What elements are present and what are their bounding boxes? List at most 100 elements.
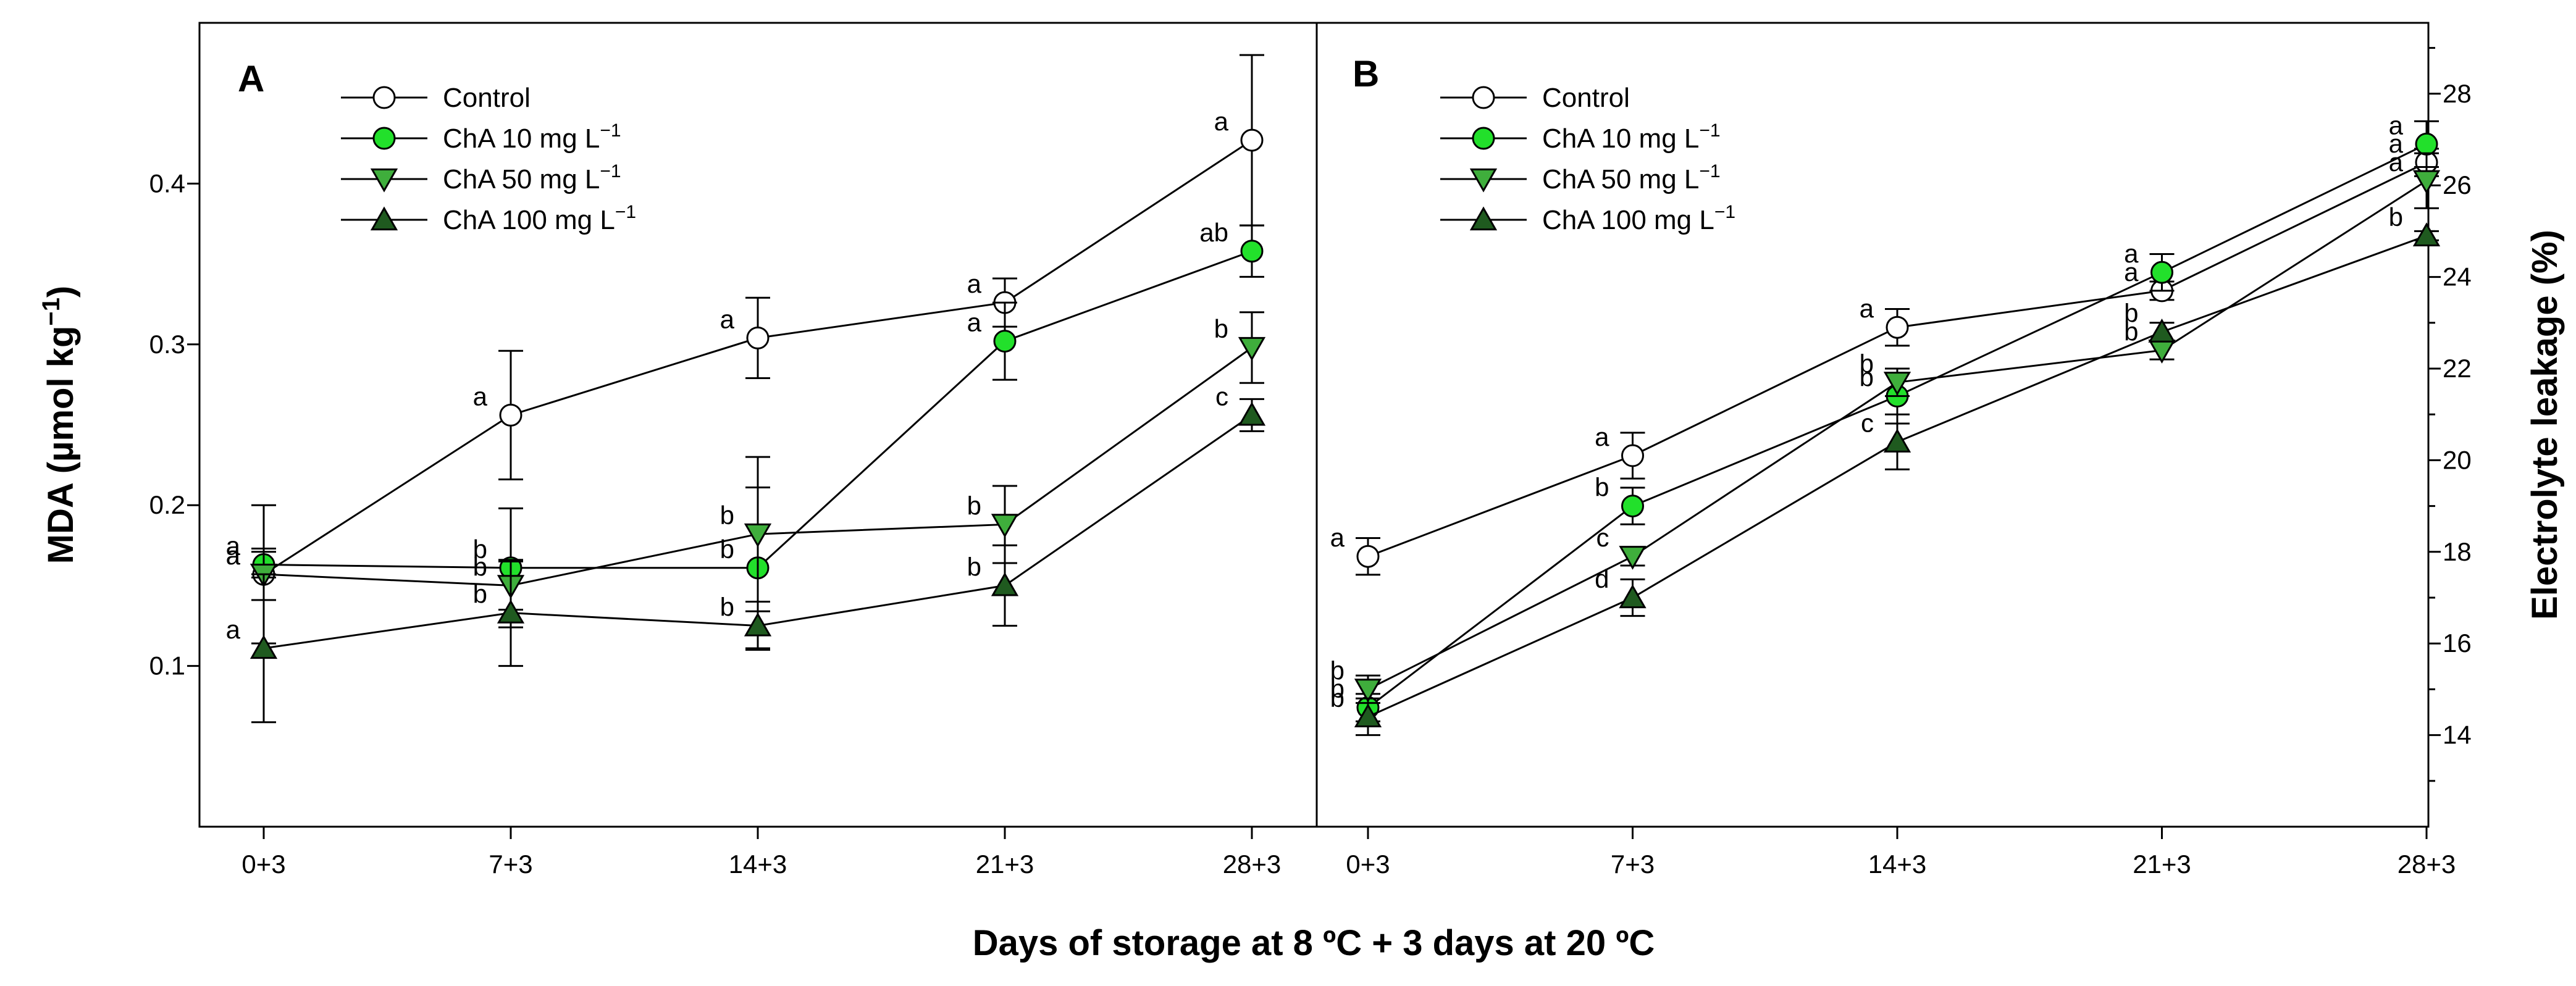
panel-a-y-axis-title-main: MDA (µmol kg <box>41 326 81 564</box>
panel-a-y-tick-label: 0.2 <box>149 490 185 519</box>
panel-b-significance-label: a <box>2389 129 2404 158</box>
panel-a-significance-label: b <box>967 491 981 520</box>
panel-a-data-point <box>744 523 772 548</box>
panel-a-significance-label: b <box>473 535 487 564</box>
panel-a-significance-label: b <box>473 552 487 581</box>
panel-b-significance-label: b <box>1330 656 1345 685</box>
panel-b-legend-label-main: ChA 50 mg L <box>1542 164 1699 194</box>
panel-a-significance-label: a <box>473 382 488 411</box>
panel-b-y-tick-label: 26 <box>2443 170 2472 199</box>
panel-b-letter: B <box>1353 53 1379 94</box>
panel-a-y-axis-title-sup: −1 <box>38 298 65 326</box>
panel-a-data-point <box>991 514 1019 538</box>
panel-b-legend-label: ChA 10 mg L−1 <box>1542 120 1721 154</box>
panel-b-y-tick-label: 22 <box>2443 354 2472 383</box>
panel-a-data-point <box>497 600 525 624</box>
panel-b-x-tick-label: 21+3 <box>2133 850 2191 879</box>
panel-b-data-point <box>2412 170 2441 194</box>
panel-a-significance-label: a <box>226 541 241 570</box>
panel-b-data-point <box>1354 679 1382 703</box>
panel-a-significance-label: a <box>226 615 241 644</box>
panel-b-significance-label: b <box>1860 349 1874 378</box>
panel-b-legend-label-main: Control <box>1542 83 1630 113</box>
panel-b-significance-label: c <box>1596 523 1609 552</box>
panel-a-data-point <box>991 572 1019 596</box>
panel-a-legend-label: ChA 100 mg L−1 <box>443 202 636 235</box>
panel-b-data-point <box>1356 545 1380 568</box>
panel-a-significance-label: b <box>1214 314 1228 343</box>
panel-a-significance-label: a <box>967 308 982 337</box>
panel-b-data-point <box>1619 546 1647 570</box>
panel-b-x-tick-label: 0+3 <box>1346 850 1390 879</box>
panel-b-significance-label: b <box>1330 674 1345 703</box>
panel-a-data-point <box>499 403 522 427</box>
panel-a-y-tick-label: 0.4 <box>149 169 185 198</box>
panel-a-significance-label: a <box>967 269 982 298</box>
panel-a-data-point <box>746 326 770 349</box>
panel-a-letter: A <box>238 58 264 99</box>
panel-b-data-point <box>1619 584 1647 609</box>
panel-a-legend-label: ChA 10 mg L−1 <box>443 120 621 154</box>
panel-b-data-point <box>2150 261 2173 284</box>
panel-a-y-tick-label: 0.1 <box>149 651 185 680</box>
panel-a-significance-label: b <box>967 552 981 581</box>
panel-b-legend-label: ChA 100 mg L−1 <box>1542 202 1735 235</box>
panel-b-legend-marker <box>1472 127 1495 150</box>
panel-b-x-tick-label: 14+3 <box>1868 850 1927 879</box>
panel-a-significance-label: a <box>720 304 735 333</box>
panel-b-data-point <box>1621 495 1644 518</box>
panel-b-data-point <box>1886 315 1909 339</box>
panel-a-legend-label-main: Control <box>443 83 531 113</box>
panel-b-significance-label: a <box>2389 148 2404 177</box>
panel-b-x-tick-label: 7+3 <box>1611 850 1655 879</box>
panel-a-legend-marker <box>372 127 396 150</box>
panel-a-series-2: a bb bb <box>226 311 1266 645</box>
panel-a-x-tick-label: 28+3 <box>1223 850 1282 879</box>
panel-b-significance-label: c <box>1861 409 1874 438</box>
panel-a-significance-label: b <box>720 593 734 622</box>
panel-b-data-point <box>1621 444 1644 467</box>
panel-a-legend-label-main: ChA 10 mg L <box>443 123 600 154</box>
panel-a-y-axis-title-end: ) <box>41 286 81 298</box>
panel-b-legend-label: ChA 50 mg L−1 <box>1542 161 1721 194</box>
panel-a-significance-label: ab <box>1199 218 1228 247</box>
panel-a-data-point <box>250 635 278 659</box>
panel-b-data-point <box>2412 222 2441 246</box>
panel-b-data-point <box>2148 319 2176 343</box>
panel-b-significance-label: a <box>2124 239 2139 268</box>
panel-a-data-point <box>1240 128 1264 152</box>
panel-b-significance-label: b <box>1595 473 1609 502</box>
panel-a-legend-label-main: ChA 50 mg L <box>443 164 600 194</box>
panel-b-series-line <box>1367 235 2427 718</box>
panel-a-data-point <box>744 612 772 637</box>
panel-b-significance-label: a <box>2389 111 2404 140</box>
panel-a-significance-label: b <box>473 580 487 609</box>
panel-b-significance-label: d <box>1595 564 1609 593</box>
panel-b-legend-label: Control <box>1542 83 1630 113</box>
panel-b-data-point <box>1354 703 1382 728</box>
panel-b-legend-marker <box>1469 206 1498 231</box>
panel-b-significance-label: b <box>1860 363 1874 392</box>
panel-a-significance-label: a <box>226 532 241 561</box>
panel-a-legend-label-sup: −1 <box>600 120 621 141</box>
panel-a-significance-label: c <box>1215 382 1228 411</box>
panel-b-data-point <box>1883 428 1911 453</box>
panel-b-y-tick-label: 20 <box>2443 445 2472 474</box>
panel-b-legend-label-main: ChA 100 mg L <box>1542 205 1714 235</box>
panel-a-legend-label-sup: −1 <box>615 202 636 222</box>
panel-a-y-tick-label: 0.3 <box>149 330 185 359</box>
plot-frame <box>198 22 2430 828</box>
panel-b-significance-label: b <box>2124 317 2138 346</box>
panel-b-y-tick-label: 28 <box>2443 79 2472 108</box>
panel-b-significance-label: b <box>1330 683 1345 712</box>
panel-b-legend-marker <box>1469 168 1498 193</box>
panel-a-series-3: ab bbc <box>226 382 1266 724</box>
panel-b-y-axis-title: Electrolyte leakage (%) <box>2525 230 2565 620</box>
panel-b-legend-label-sup: −1 <box>1699 161 1720 182</box>
